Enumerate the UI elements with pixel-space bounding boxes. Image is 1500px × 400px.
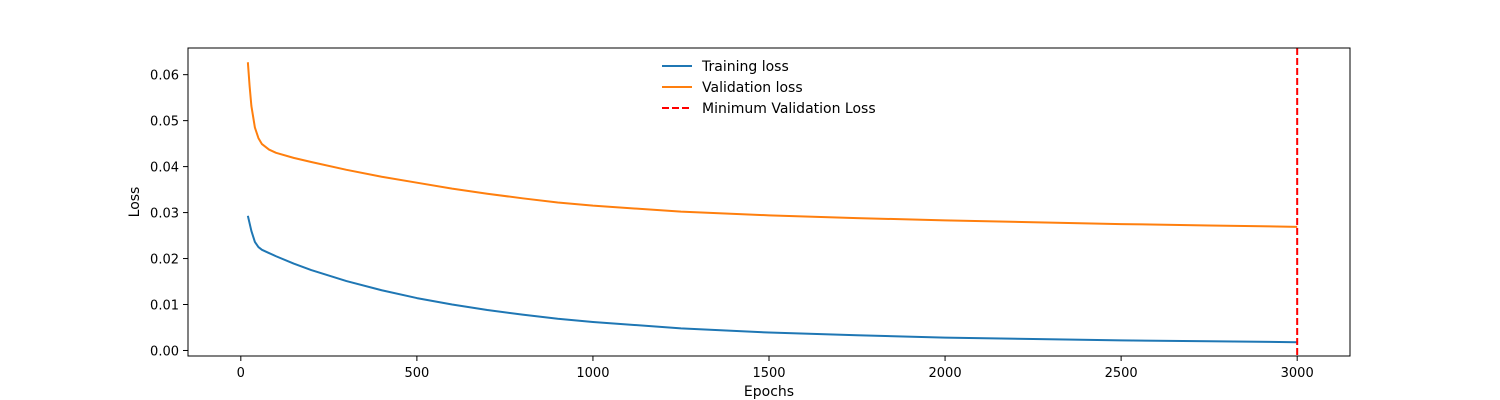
legend-label-validation: Validation loss — [702, 80, 803, 96]
y-tick-label: 0.01 — [150, 299, 179, 314]
y-tick-label: 0.06 — [150, 69, 179, 84]
y-tick-label: 0.05 — [150, 115, 179, 130]
series-line-training-loss — [246, 215, 1298, 344]
y-tick-label: 0.04 — [150, 161, 179, 176]
y-tick-label: 0.03 — [150, 207, 179, 222]
legend-label-training: Training loss — [701, 59, 789, 75]
legend: Training loss Validation loss Minimum Va… — [662, 59, 876, 117]
y-tick-label: 0.00 — [150, 344, 179, 359]
x-tick-label: 3000 — [1281, 366, 1314, 381]
y-tick-label: 0.02 — [150, 253, 179, 268]
x-tick-label: 1000 — [576, 366, 609, 381]
x-tick-label: 1500 — [752, 366, 785, 381]
series-line-validation-loss — [246, 62, 1298, 228]
x-axis-label: Epochs — [744, 384, 794, 400]
y-axis-label: Loss — [127, 187, 143, 218]
x-tick-label: 2500 — [1105, 366, 1138, 381]
legend-label-min-val: Minimum Validation Loss — [702, 101, 876, 117]
x-tick-label: 500 — [404, 366, 429, 381]
x-tick-label: 0 — [237, 366, 245, 381]
x-tick-label: 2000 — [929, 366, 962, 381]
